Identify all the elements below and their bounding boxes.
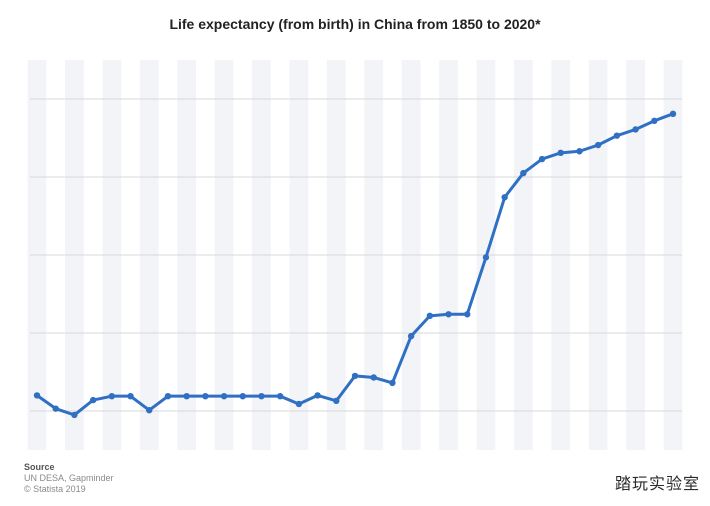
data-point — [613, 132, 621, 139]
data-point — [127, 392, 134, 400]
data-point — [183, 392, 190, 400]
source-note: Source UN DESA, Gapminder © Statista 201… — [24, 462, 114, 495]
data-point — [258, 392, 265, 400]
data-point — [669, 110, 677, 118]
data-point — [239, 392, 246, 400]
data-point — [370, 374, 377, 381]
source-heading: Source — [24, 462, 55, 472]
data-point — [164, 392, 172, 400]
data-point — [594, 141, 602, 149]
data-point — [501, 194, 508, 201]
data-point — [651, 117, 658, 125]
data-point — [33, 392, 41, 399]
data-point — [426, 312, 434, 320]
source-line-1: UN DESA, Gapminder — [24, 473, 114, 483]
watermark-text: 踏玩实验室 — [614, 476, 700, 493]
data-point — [351, 372, 359, 380]
data-point — [295, 400, 303, 408]
data-point — [202, 392, 209, 400]
series-line — [36, 112, 674, 417]
data-point — [538, 155, 546, 163]
data-point — [576, 148, 583, 155]
data-point — [407, 332, 415, 340]
data-point — [520, 169, 527, 177]
data-point — [108, 392, 116, 400]
data-point — [333, 397, 340, 405]
data-point — [389, 379, 396, 387]
data-point — [146, 407, 153, 414]
data-point — [632, 126, 639, 133]
data-point — [464, 311, 471, 318]
life-expectancy-series — [33, 110, 677, 419]
data-point — [445, 311, 452, 318]
data-point — [276, 392, 284, 400]
data-point — [71, 411, 78, 419]
data-point — [314, 392, 321, 399]
data-point — [220, 392, 228, 400]
horizontal-gridlines — [30, 98, 682, 412]
source-line-2: © Statista 2019 — [24, 484, 86, 494]
data-point — [52, 405, 59, 412]
data-point — [482, 254, 490, 261]
data-point — [89, 396, 97, 404]
chart-title: Life expectancy (from birth) in China fr… — [169, 16, 541, 32]
data-point — [557, 149, 564, 157]
